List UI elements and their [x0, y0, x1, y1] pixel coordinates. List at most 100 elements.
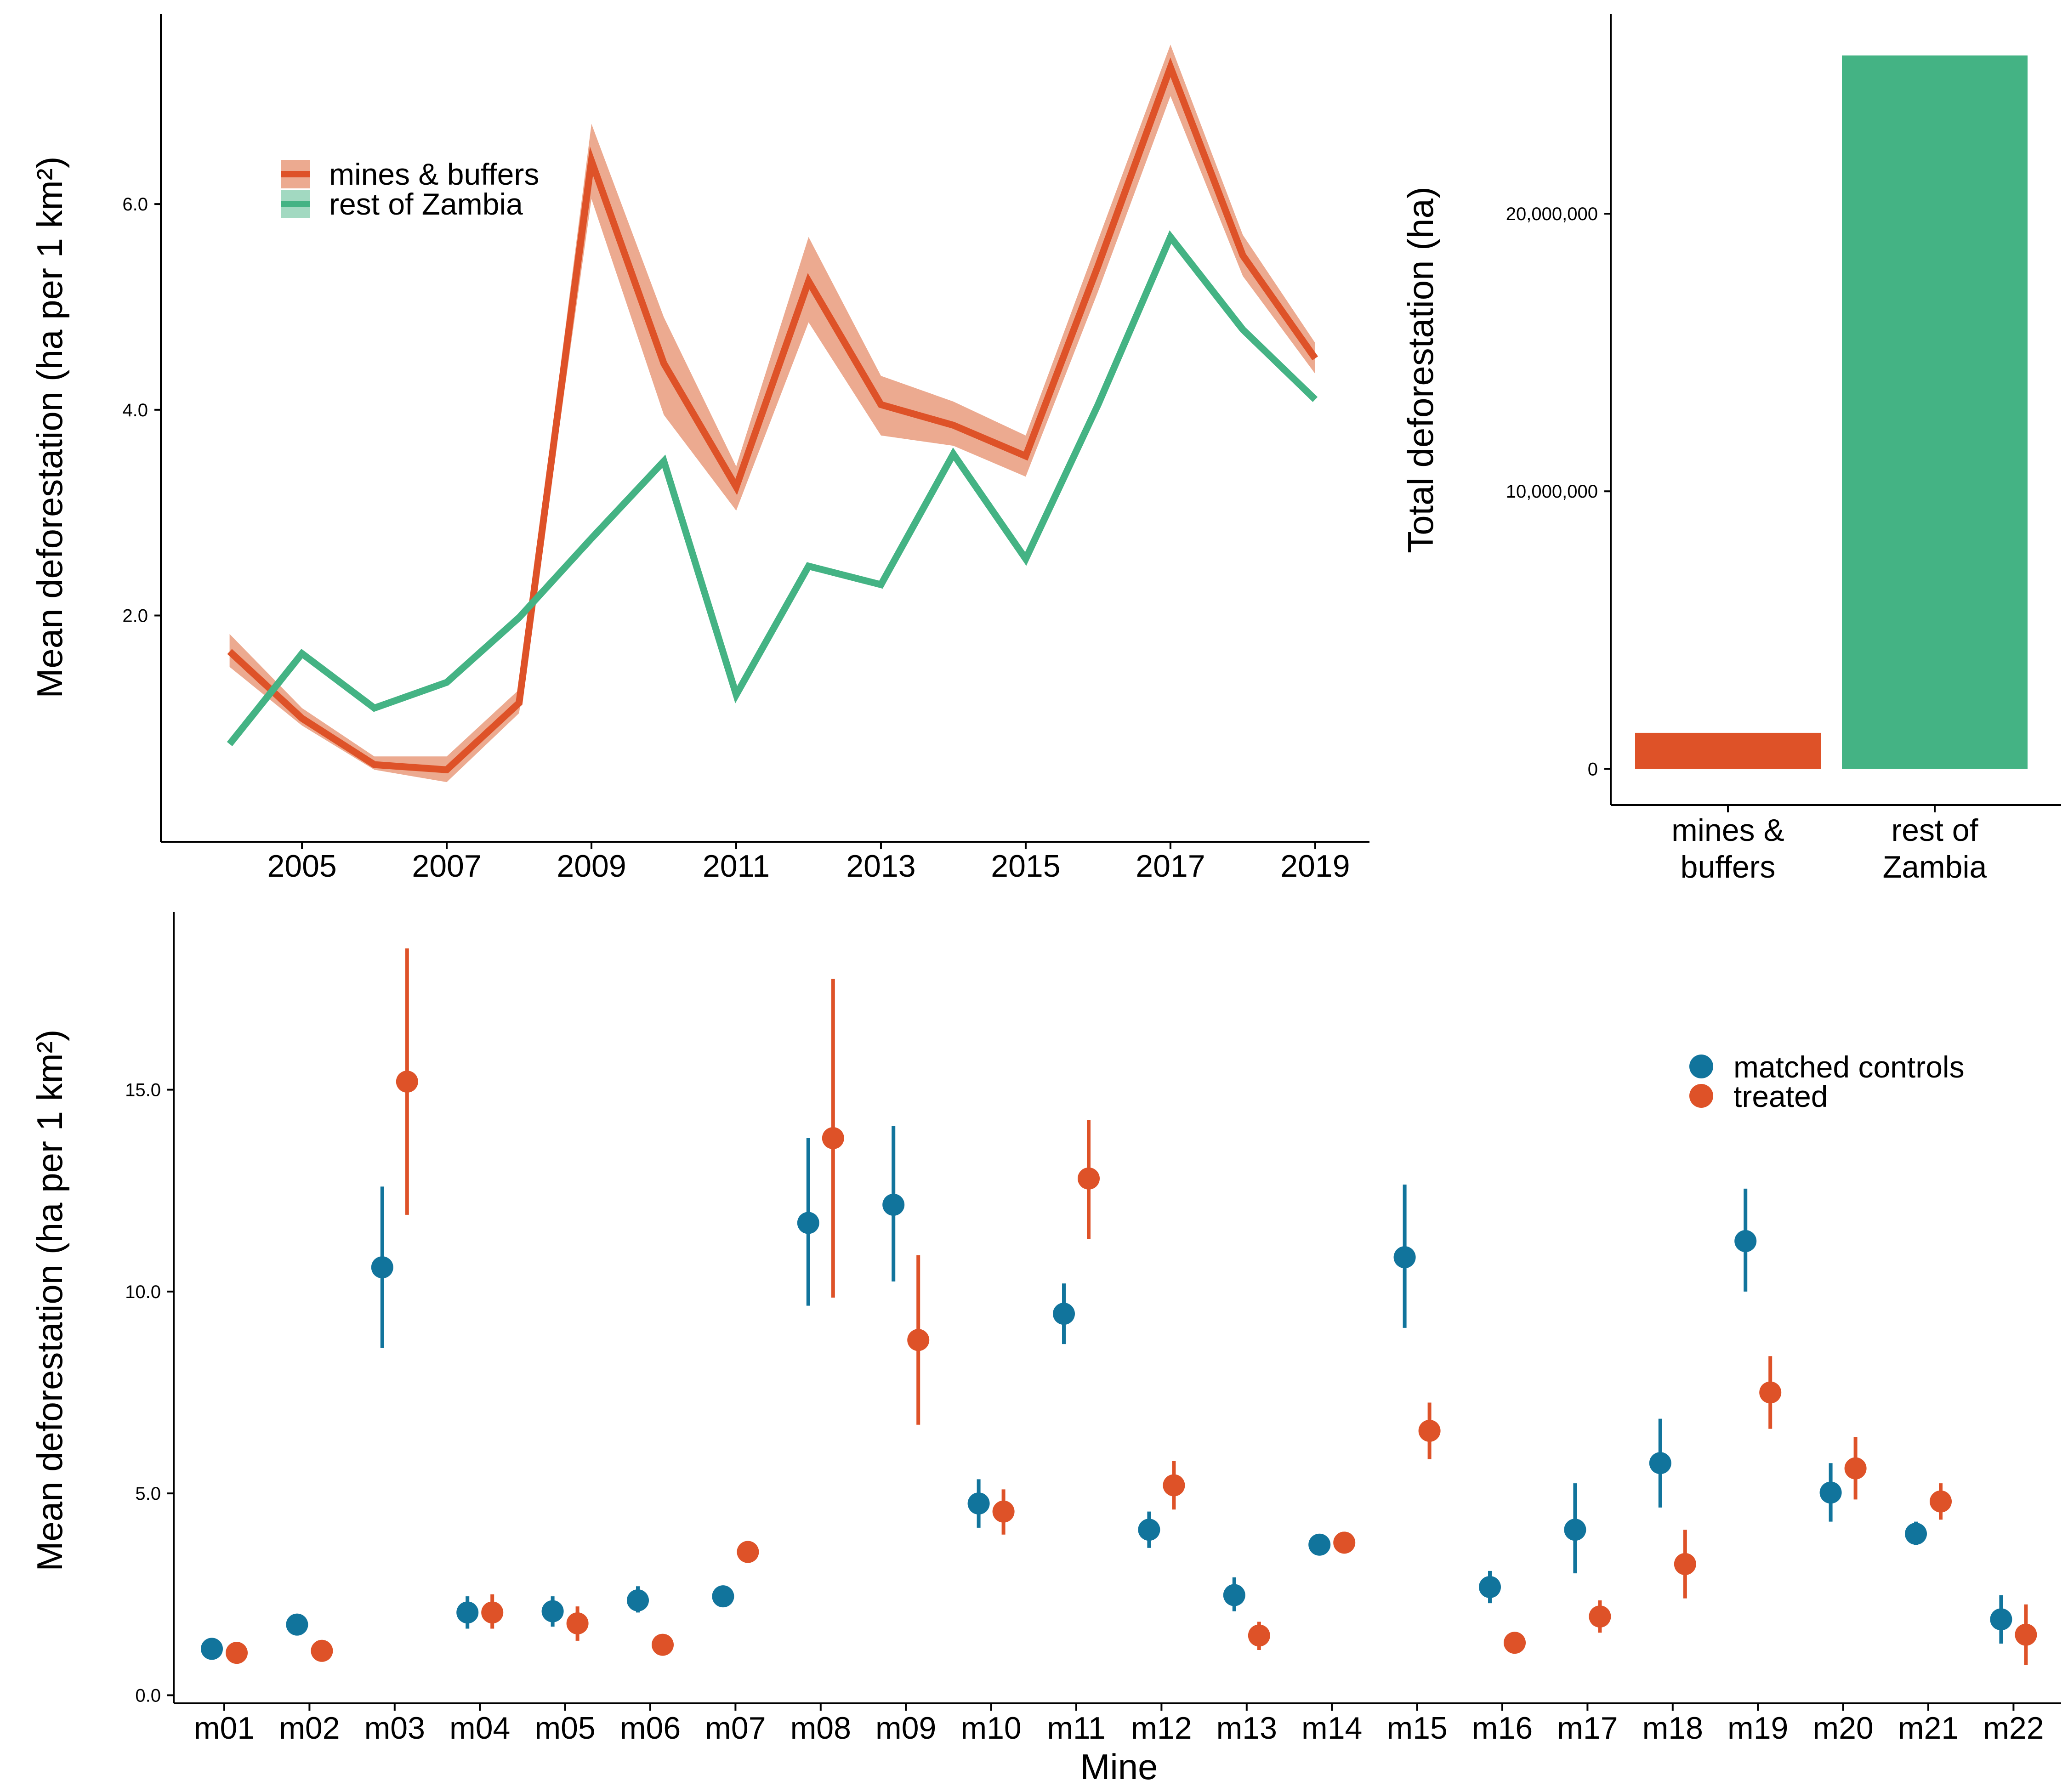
- data-point: [2015, 1623, 2037, 1646]
- point-layer: [201, 948, 2037, 1665]
- data-point: [1138, 1519, 1160, 1541]
- data-point: [1674, 1553, 1696, 1575]
- x-tick-label: m20: [1812, 1711, 1873, 1746]
- x-tick-label: m14: [1301, 1711, 1362, 1746]
- x-tick-label: m08: [790, 1711, 851, 1746]
- bar-layer: [1635, 55, 2028, 769]
- data-point: [1759, 1381, 1782, 1404]
- data-point: [311, 1639, 333, 1662]
- x-tick-label: m15: [1386, 1711, 1447, 1746]
- data-point: [1649, 1452, 1671, 1474]
- x-tick-label: m12: [1131, 1711, 1192, 1746]
- data-point: [1223, 1584, 1245, 1606]
- x-tick-label: m22: [1983, 1711, 2044, 1746]
- y-axis-title: Total deforestation (ha): [1400, 187, 1441, 553]
- data-point: [992, 1500, 1015, 1523]
- x-tick-label: m03: [364, 1711, 425, 1746]
- x-tick-label: m06: [620, 1711, 681, 1746]
- x-ticks: m01 m02 m03 m04 m05 m06 m07 m08 m09 m10 m11 m12 m13 m…: [194, 1703, 2044, 1746]
- data-point: [1078, 1167, 1100, 1190]
- line-chart-panel: 2.04.06.0 2005 2007 2009 2011 2013 2015 2017 20…: [29, 14, 1369, 884]
- x-tick-label: m17: [1557, 1711, 1618, 1746]
- legend-label: treated: [1733, 1079, 1828, 1113]
- data-point: [226, 1642, 248, 1664]
- x-tick-label: Zambia: [1883, 850, 1987, 885]
- y-tick-label: 5.0: [135, 1484, 161, 1504]
- x-tick-label: mines &: [1671, 813, 1784, 848]
- y-tick-label: 6.0: [122, 194, 148, 215]
- x-tick-label: m16: [1472, 1711, 1533, 1746]
- data-point: [627, 1589, 649, 1611]
- legend-label: matched controls: [1733, 1050, 1965, 1084]
- line-layer: [227, 57, 1318, 774]
- x-tick-label: 2017: [1136, 849, 1205, 884]
- x-tick-label: 2015: [991, 849, 1060, 884]
- x-tick-label: 2011: [703, 849, 770, 884]
- data-point: [541, 1600, 564, 1622]
- data-point: [1990, 1608, 2012, 1631]
- data-point: [822, 1127, 844, 1149]
- y-tick-label: 2.0: [122, 606, 148, 626]
- data-point: [456, 1601, 479, 1624]
- bar-chart-panel: 0 10,000,000 20,000,000 mines &buffers rest…: [1400, 14, 2061, 885]
- data-point: [1479, 1576, 1501, 1598]
- y-tick-label: 0: [1588, 759, 1598, 779]
- data-point: [286, 1613, 308, 1636]
- x-tick-label: 2013: [846, 849, 915, 884]
- y-tick-label: 15.0: [125, 1080, 161, 1100]
- data-point: [797, 1212, 819, 1234]
- data-point: [1248, 1624, 1270, 1647]
- x-tick-label: rest of: [1892, 813, 1978, 848]
- x-axis-title: Mine: [1080, 1747, 1158, 1787]
- y-ticks: 0.0 5.0 10.0 15.0: [125, 1080, 174, 1706]
- legend-label: mines & buffers: [329, 157, 539, 191]
- data-point: [1393, 1246, 1416, 1269]
- x-tick-label: 2009: [557, 849, 626, 884]
- data-point: [1589, 1605, 1611, 1628]
- x-tick-label: 2007: [412, 849, 481, 884]
- legend-key-dot: [1689, 1055, 1713, 1078]
- data-point: [737, 1541, 759, 1563]
- bar: [1842, 55, 2028, 769]
- x-tick-label: m01: [194, 1711, 255, 1746]
- y-axis-title: Mean deforestation (ha per 1 km²): [29, 1029, 70, 1571]
- bar: [1635, 732, 1821, 769]
- data-point: [1504, 1632, 1526, 1654]
- data-point: [1905, 1523, 1927, 1545]
- x-tick-label: m09: [875, 1711, 936, 1746]
- data-point: [1308, 1533, 1331, 1556]
- data-point: [907, 1329, 930, 1351]
- legend-key-dot: [1689, 1084, 1713, 1108]
- y-ticks: 0 10,000,000 20,000,000: [1506, 204, 1611, 779]
- data-point: [882, 1193, 905, 1216]
- data-point: [201, 1638, 223, 1660]
- data-point: [371, 1256, 393, 1279]
- band-layer: [229, 45, 1315, 783]
- data-point: [1734, 1230, 1757, 1253]
- series-line: [227, 57, 1318, 774]
- legend-label: rest of Zambia: [329, 187, 523, 221]
- data-point: [396, 1071, 418, 1093]
- data-point: [1418, 1419, 1441, 1442]
- x-tick-label: 2005: [267, 849, 336, 884]
- y-tick-label: 10,000,000: [1506, 482, 1598, 502]
- series-line: [227, 230, 1318, 747]
- data-point: [1333, 1531, 1356, 1554]
- data-point: [481, 1601, 504, 1624]
- x-tick-label: m05: [534, 1711, 595, 1746]
- x-tick-label: m18: [1642, 1711, 1703, 1746]
- confidence-band: [229, 45, 1315, 783]
- data-point: [1819, 1481, 1842, 1504]
- x-tick-label: m04: [449, 1711, 510, 1746]
- legend: matched controls treated: [1689, 1050, 1965, 1113]
- legend: mines & buffers rest of Zambia: [281, 157, 539, 221]
- y-tick-label: 4.0: [122, 400, 148, 420]
- data-point: [1053, 1303, 1075, 1325]
- data-point: [652, 1633, 674, 1656]
- data-point: [967, 1492, 990, 1515]
- x-tick-label: m10: [960, 1711, 1021, 1746]
- x-tick-label: m21: [1898, 1711, 1959, 1746]
- y-axis-title: Mean deforestation (ha per 1 km²): [29, 156, 70, 698]
